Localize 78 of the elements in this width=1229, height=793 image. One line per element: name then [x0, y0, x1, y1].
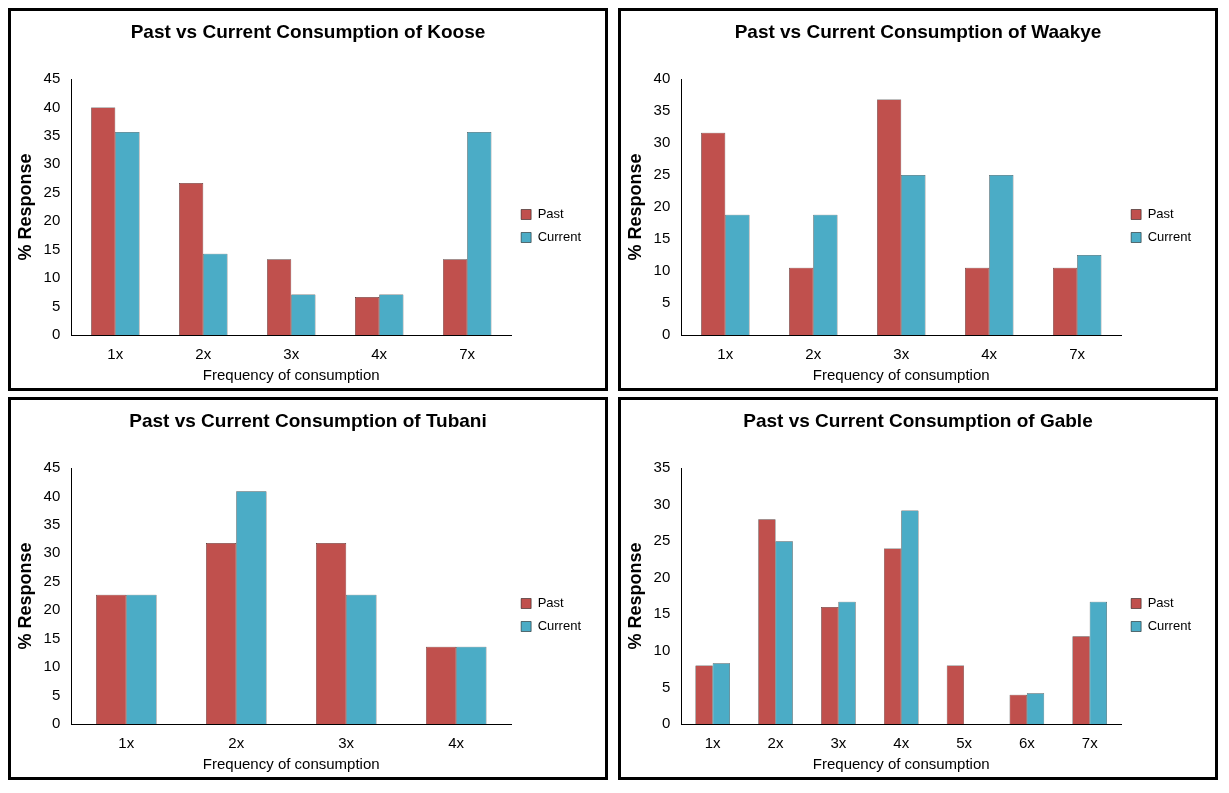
legend-label: Past — [1147, 595, 1175, 611]
x-axis-title: Frequency of consumption — [812, 366, 990, 384]
y-tick-label: 35 — [43, 126, 61, 144]
chart-title: Past vs Current Consumption of Koose — [129, 21, 487, 44]
y-tick-label: 30 — [43, 543, 61, 561]
chart-title: Past vs Current Consumption of Waakye — [733, 21, 1103, 44]
y-tick-label: 0 — [51, 714, 61, 732]
y-tick-label: 45 — [43, 458, 61, 476]
x-tick-label: 7x — [1069, 345, 1086, 363]
chart-title: Past vs Current Consumption of Tubani — [128, 410, 488, 433]
y-tick-label: 35 — [43, 515, 61, 533]
y-tick-label: 25 — [653, 165, 671, 183]
x-tick-label: 7x — [459, 345, 476, 363]
y-tick-label: 15 — [43, 628, 61, 646]
legend-label: Past — [537, 206, 565, 222]
y-tick-label: 30 — [43, 154, 61, 172]
x-tick-label: 6x — [1018, 734, 1036, 752]
y-axis-title: % Response — [14, 153, 35, 261]
y-tick-label: 15 — [653, 604, 671, 622]
y-tick-label: 25 — [43, 571, 61, 589]
x-tick-label: 3x — [830, 734, 847, 752]
x-tick-label: 4x — [448, 734, 465, 752]
y-tick-label: 30 — [653, 494, 671, 512]
x-tick-label: 2x — [195, 345, 212, 363]
y-tick-label: 35 — [653, 458, 671, 476]
y-tick-label: 0 — [661, 714, 671, 732]
y-tick-label: 10 — [653, 641, 671, 658]
y-tick-label: 35 — [653, 101, 671, 119]
x-tick-label: 4x — [981, 345, 998, 363]
y-axis-title: % Response — [14, 542, 35, 650]
y-tick-label: 5 — [51, 685, 61, 703]
x-tick-label: 1x — [118, 734, 135, 752]
y-tick-label: 5 — [661, 677, 671, 695]
y-tick-label: 20 — [43, 600, 61, 618]
y-tick-label: 25 — [653, 531, 671, 549]
y-axis-title: % Response — [624, 153, 645, 261]
x-tick-label: 3x — [893, 345, 910, 363]
y-tick-label: 10 — [43, 268, 61, 286]
x-tick-label: 2x — [228, 734, 245, 752]
legend-label: Current — [1147, 229, 1192, 245]
y-tick-label: 15 — [43, 239, 61, 257]
legend-label: Current — [537, 229, 582, 245]
y-axis-title: % Response — [624, 542, 645, 650]
y-tick-label: 10 — [43, 657, 61, 675]
y-tick-label: 0 — [661, 325, 671, 343]
y-tick-label: 20 — [653, 567, 671, 585]
y-tick-label: 10 — [653, 261, 671, 279]
y-tick-label: 40 — [653, 69, 671, 87]
y-tick-label: 25 — [43, 182, 61, 200]
x-tick-label: 4x — [893, 734, 910, 752]
x-tick-label: 3x — [283, 345, 300, 363]
y-tick-label: 45 — [43, 69, 61, 87]
x-tick-label: 3x — [338, 734, 355, 752]
y-tick-label: 30 — [653, 133, 671, 151]
y-tick-label: 5 — [51, 296, 61, 314]
y-tick-label: 20 — [653, 197, 671, 215]
legend-label: Past — [1147, 206, 1175, 222]
x-tick-label: 5x — [956, 734, 973, 752]
legend-label: Current — [1147, 618, 1192, 634]
x-axis-title: Frequency of consumption — [202, 755, 380, 773]
legend-label: Current — [537, 618, 582, 634]
legend-label: Past — [537, 595, 565, 611]
y-tick-label: 0 — [51, 325, 61, 343]
x-axis-title: Frequency of consumption — [812, 755, 990, 773]
x-axis-title: Frequency of consumption — [202, 366, 380, 384]
x-tick-label: 1x — [107, 345, 124, 363]
x-tick-label: 7x — [1081, 734, 1099, 752]
y-tick-label: 15 — [653, 229, 671, 247]
chart-title: Past vs Current Consumption of Gable — [742, 410, 1094, 433]
y-tick-label: 5 — [661, 293, 671, 311]
y-tick-label: 40 — [43, 486, 61, 504]
y-tick-label: 20 — [43, 211, 61, 229]
y-tick-label: 40 — [43, 97, 61, 115]
x-tick-label: 1x — [704, 734, 722, 752]
x-tick-label: 2x — [767, 734, 784, 752]
x-tick-label: 1x — [717, 345, 734, 363]
x-tick-label: 4x — [371, 345, 388, 363]
x-tick-label: 2x — [805, 345, 822, 363]
